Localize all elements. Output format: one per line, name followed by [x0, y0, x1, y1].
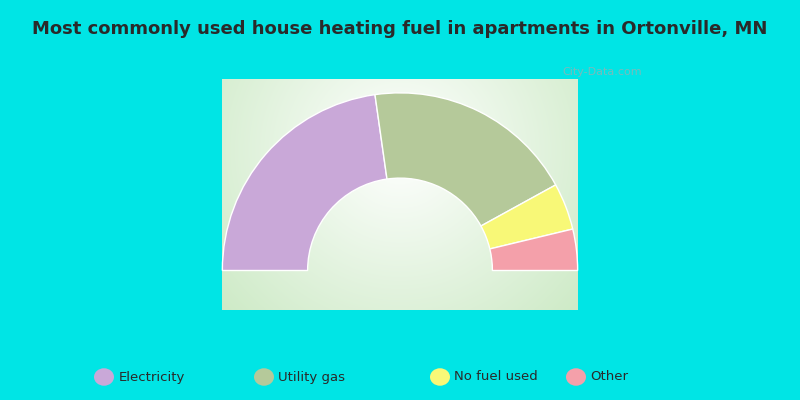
Ellipse shape [430, 368, 450, 386]
Text: Electricity: Electricity [118, 370, 185, 384]
Text: Other: Other [590, 370, 629, 384]
Wedge shape [222, 95, 387, 270]
Wedge shape [375, 93, 556, 226]
Ellipse shape [566, 368, 586, 386]
Text: No fuel used: No fuel used [454, 370, 538, 384]
Wedge shape [481, 185, 573, 249]
Text: City-Data.com: City-Data.com [562, 67, 642, 77]
Text: Utility gas: Utility gas [278, 370, 346, 384]
Text: Most commonly used house heating fuel in apartments in Ortonville, MN: Most commonly used house heating fuel in… [32, 20, 768, 38]
Ellipse shape [254, 368, 274, 386]
Ellipse shape [94, 368, 114, 386]
Wedge shape [490, 229, 578, 270]
